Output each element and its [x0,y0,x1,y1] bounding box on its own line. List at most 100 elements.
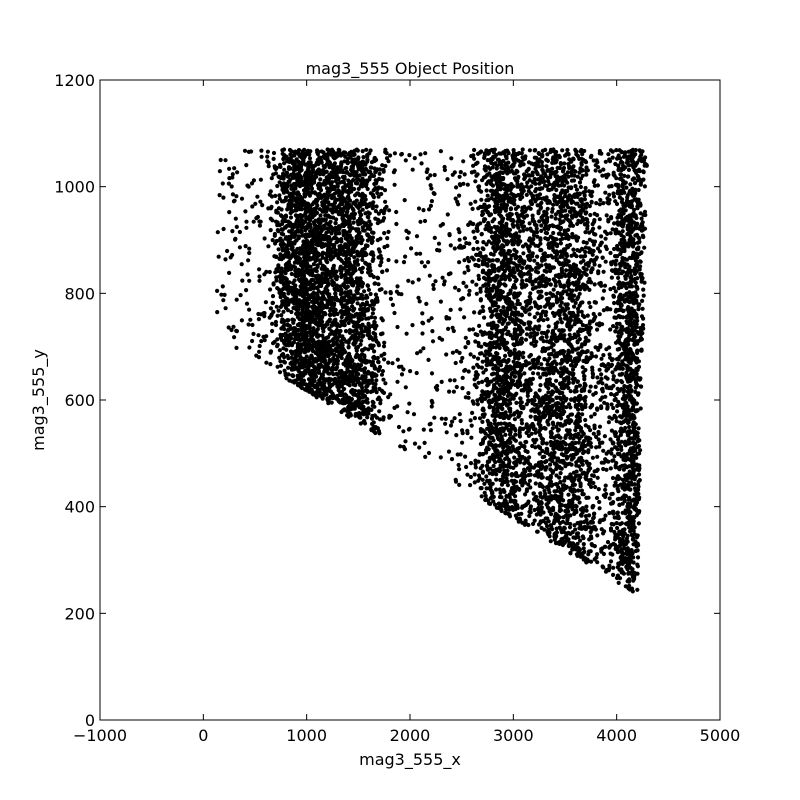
scatter-point [611,405,616,411]
scatter-point [619,415,624,420]
scatter-point [483,497,488,503]
scatter-point [558,316,563,322]
scatter-point [383,381,388,386]
scatter-point [359,338,364,343]
scatter-point [378,401,383,406]
scatter-point [482,490,487,495]
scatter-point [227,210,232,215]
scatter-point [572,523,577,528]
scatter-point [480,359,485,364]
scatter-point [223,306,228,311]
scatter-point [480,246,485,251]
scatter-point [546,324,551,329]
scatter-point [580,492,585,497]
scatter-point [388,296,393,301]
scatter-point [627,583,632,588]
scatter-point [526,482,531,487]
scatter-point [318,177,323,182]
scatter-point [235,170,240,175]
scatter-point [448,307,453,312]
scatter-point [310,347,315,353]
scatter-point [499,421,504,426]
scatter-point [505,483,510,488]
scatter-point [550,389,555,394]
scatter-point [609,362,615,367]
scatter-point [457,193,462,198]
scatter-point [494,477,499,482]
scatter-point [604,213,609,218]
scatter-point [502,421,507,426]
scatter-point [270,238,275,243]
scatter-point [244,288,249,293]
scatter-point [509,253,514,258]
scatter-point [603,190,608,195]
scatter-point [599,234,604,239]
scatter-point [546,390,551,395]
scatter-point [515,298,520,303]
scatter-point [593,354,599,359]
scatter-point [502,498,507,503]
scatter-point [611,565,616,570]
scatter-point [423,454,428,459]
scatter-point [346,344,351,349]
scatter-point [356,186,361,191]
scatter-point [472,472,477,477]
scatter-point [470,410,475,415]
scatter-point [602,283,608,288]
scatter-point [395,284,400,289]
scatter-point [610,458,615,463]
scatter-point [608,231,613,236]
scatter-point [284,347,289,352]
scatter-point [279,313,284,318]
scatter-point [409,246,414,251]
scatter-point [588,436,593,441]
scatter-point [525,393,530,398]
scatter-point [531,193,536,198]
scatter-point [372,404,377,409]
chart-title: mag3_555 Object Position [306,59,515,79]
scatter-point [596,269,601,274]
scatter-point [550,206,555,212]
scatter-point [611,572,616,578]
scatter-point [244,225,249,230]
scatter-point [418,219,423,224]
scatter-point [446,326,451,331]
scatter-point [636,426,641,431]
scatter-point [595,454,600,459]
scatter-point [407,153,412,158]
scatter-point [457,260,462,265]
scatter-point [537,181,542,186]
scatter-point [604,246,609,252]
scatter-point [265,154,270,159]
scatter-point [457,237,462,242]
scatter-point [484,474,489,479]
scatter-point [609,447,614,452]
scatter-point [462,172,467,177]
scatter-point [421,427,426,432]
scatter-point [607,496,612,501]
scatter-point [257,343,262,349]
scatter-point [596,487,601,492]
scatter-point [559,320,565,325]
scatter-point [614,419,619,424]
scatter-point [511,274,516,279]
scatter-point [593,484,598,490]
scatter-point [558,237,563,242]
scatter-point [628,182,633,187]
scatter-point [382,231,387,236]
scatter-point [286,365,291,370]
scatter-point [576,488,581,493]
scatter-point [221,298,226,303]
scatter-point [288,210,293,216]
scatter-point [558,241,564,246]
scatter-point [257,278,262,283]
scatter-point [339,271,344,276]
scatter-point [540,273,546,278]
scatter-point [491,320,496,325]
scatter-point [384,268,390,273]
scatter-point [490,192,495,197]
scatter-point [345,284,350,289]
scatter-point [527,455,532,460]
scatter-point [378,236,383,241]
scatter-point [335,384,340,389]
